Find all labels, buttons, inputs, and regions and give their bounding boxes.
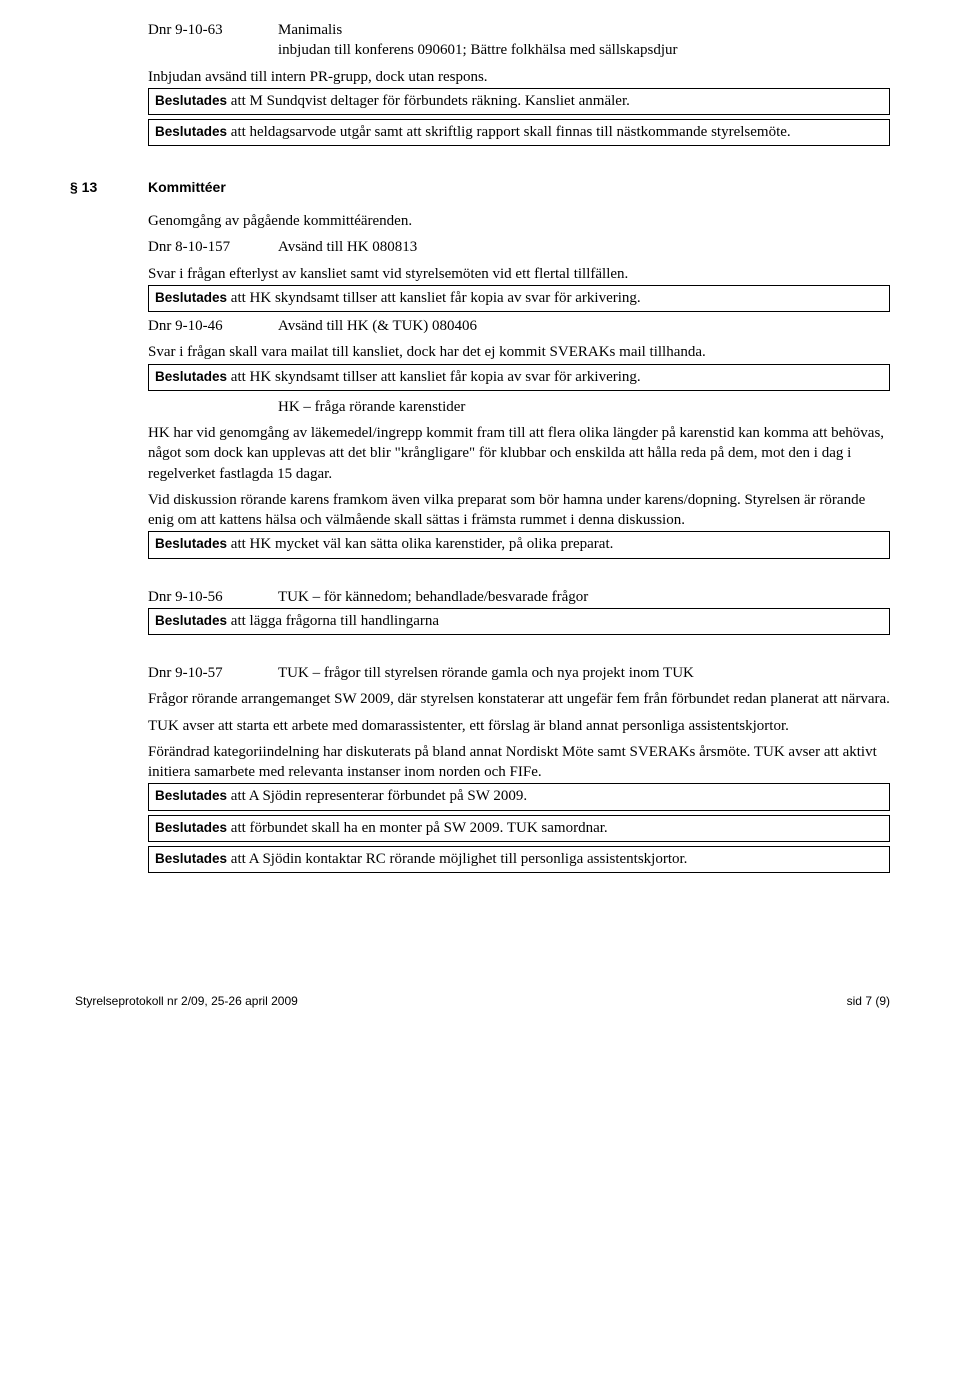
decision-box: Beslutades att A Sjödin kontaktar RC rör… — [148, 846, 890, 873]
dnr-code: Dnr 9-10-63 — [148, 20, 278, 40]
decision-label: Beslutades — [155, 124, 227, 139]
decision-text: att A Sjödin representerar förbundet på … — [227, 788, 527, 804]
decision-label: Beslutades — [155, 369, 227, 384]
body-text: HK har vid genomgång av läkemedel/ingrep… — [148, 423, 890, 484]
dnr-text: Avsänd till HK (& TUK) 080406 — [278, 316, 890, 336]
decision-text: att HK skyndsamt tillser att kansliet få… — [227, 369, 641, 385]
section-title: Kommittéer — [148, 178, 226, 197]
body-text: Förändrad kategoriindelning har diskuter… — [148, 742, 890, 783]
dnr-text: TUK – för kännedom; behandlade/besvarade… — [278, 587, 890, 607]
body-text: Svar i frågan skall vara mailat till kan… — [148, 342, 890, 362]
body-text: Vid diskussion rörande karens framkom äv… — [148, 490, 890, 531]
dnr-row: Dnr 9-10-56 TUK – för kännedom; behandla… — [148, 587, 890, 607]
decision-text: att HK skyndsamt tillser att kansliet få… — [227, 290, 641, 306]
decision-box: Beslutades att HK skyndsamt tillser att … — [148, 285, 890, 312]
dnr-row-sub: inbjudan till konferens 090601; Bättre f… — [148, 40, 890, 60]
decision-box: Beslutades att heldagsarvode utgår samt … — [148, 119, 890, 146]
decision-box: Beslutades att HK mycket väl kan sätta o… — [148, 531, 890, 558]
decision-label: Beslutades — [155, 613, 227, 628]
subheading-row: HK – fråga rörande karenstider — [148, 397, 890, 417]
decision-box: Beslutades att lägga frågorna till handl… — [148, 608, 890, 635]
dnr-spacer — [148, 397, 278, 417]
footer-right: sid 7 (9) — [847, 993, 890, 1009]
body-text: Svar i frågan efterlyst av kansliet samt… — [148, 264, 890, 284]
decision-box: Beslutades att förbundet skall ha en mon… — [148, 815, 890, 842]
decision-label: Beslutades — [155, 536, 227, 551]
body-text: Frågor rörande arrangemanget SW 2009, dä… — [148, 689, 890, 709]
body-text: TUK avser att starta ett arbete med doma… — [148, 716, 890, 736]
decision-box: Beslutades att A Sjödin representerar fö… — [148, 783, 890, 810]
dnr-text: Avsänd till HK 080813 — [278, 237, 890, 257]
footer-left: Styrelseprotokoll nr 2/09, 25-26 april 2… — [75, 993, 298, 1009]
section-header: § 13 Kommittéer — [70, 178, 890, 197]
dnr-row: Dnr 9-10-46 Avsänd till HK (& TUK) 08040… — [148, 316, 890, 336]
dnr-subtitle: inbjudan till konferens 090601; Bättre f… — [278, 40, 890, 60]
dnr-code: Dnr 9-10-46 — [148, 316, 278, 336]
dnr-row: Dnr 8-10-157 Avsänd till HK 080813 — [148, 237, 890, 257]
decision-label: Beslutades — [155, 93, 227, 108]
decision-label: Beslutades — [155, 290, 227, 305]
decision-box: Beslutades att HK skyndsamt tillser att … — [148, 364, 890, 391]
dnr-text: TUK – frågor till styrelsen rörande gaml… — [278, 663, 890, 683]
dnr-code: Dnr 9-10-57 — [148, 663, 278, 683]
decision-label: Beslutades — [155, 788, 227, 803]
decision-label: Beslutades — [155, 851, 227, 866]
decision-text: att A Sjödin kontaktar RC rörande möjlig… — [227, 851, 687, 867]
dnr-row: Dnr 9-10-57 TUK – frågor till styrelsen … — [148, 663, 890, 683]
decision-text: att lägga frågorna till handlingarna — [227, 613, 439, 629]
decision-label: Beslutades — [155, 820, 227, 835]
decision-text: att heldagsarvode utgår samt att skriftl… — [227, 124, 791, 140]
decision-box: Beslutades att M Sundqvist deltager för … — [148, 88, 890, 115]
page-footer: Styrelseprotokoll nr 2/09, 25-26 april 2… — [70, 993, 890, 1009]
subheading: HK – fråga rörande karenstider — [278, 397, 890, 417]
dnr-code: Dnr 8-10-157 — [148, 237, 278, 257]
decision-text: att HK mycket väl kan sätta olika karens… — [227, 536, 613, 552]
dnr-title: Manimalis — [278, 20, 890, 40]
dnr-row: Dnr 9-10-63 Manimalis — [148, 20, 890, 40]
dnr-spacer — [148, 40, 278, 60]
body-text: Inbjudan avsänd till intern PR-grupp, do… — [148, 67, 890, 87]
body-text: Genomgång av pågående kommittéärenden. — [148, 211, 890, 231]
section-number: § 13 — [70, 178, 148, 197]
decision-text: att förbundet skall ha en monter på SW 2… — [227, 820, 608, 836]
decision-text: att M Sundqvist deltager för förbundets … — [227, 93, 630, 109]
dnr-code: Dnr 9-10-56 — [148, 587, 278, 607]
